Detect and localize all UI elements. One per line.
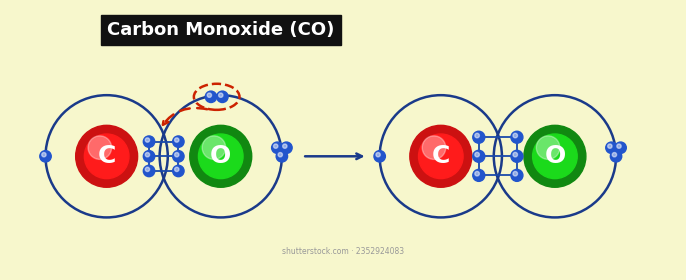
Circle shape: [513, 133, 517, 138]
Circle shape: [475, 133, 480, 138]
Circle shape: [281, 142, 292, 153]
Circle shape: [274, 144, 278, 148]
Circle shape: [88, 136, 112, 159]
Circle shape: [617, 144, 621, 148]
Circle shape: [175, 153, 179, 157]
Circle shape: [511, 169, 523, 181]
Circle shape: [173, 151, 184, 162]
Circle shape: [473, 131, 485, 143]
Circle shape: [219, 93, 223, 97]
Circle shape: [475, 152, 480, 157]
Circle shape: [513, 171, 517, 176]
Circle shape: [532, 134, 577, 179]
Text: O: O: [210, 144, 231, 168]
Circle shape: [40, 151, 51, 162]
Circle shape: [615, 142, 626, 153]
Circle shape: [190, 125, 252, 187]
Circle shape: [84, 134, 129, 179]
Circle shape: [422, 136, 446, 159]
Circle shape: [175, 167, 179, 172]
Text: Carbon Monoxide (CO): Carbon Monoxide (CO): [107, 21, 335, 39]
Circle shape: [473, 169, 485, 181]
Circle shape: [145, 138, 150, 142]
Circle shape: [198, 134, 243, 179]
Circle shape: [173, 165, 184, 177]
Circle shape: [606, 142, 617, 153]
Circle shape: [143, 165, 155, 177]
Text: O: O: [544, 144, 565, 168]
Circle shape: [376, 153, 380, 157]
Circle shape: [283, 144, 287, 148]
Circle shape: [175, 138, 179, 142]
Circle shape: [524, 125, 586, 187]
Circle shape: [536, 136, 560, 159]
Circle shape: [513, 152, 517, 157]
Text: C: C: [431, 144, 450, 168]
Circle shape: [143, 151, 155, 162]
Circle shape: [374, 151, 386, 162]
Circle shape: [202, 136, 226, 159]
Circle shape: [272, 142, 283, 153]
Circle shape: [145, 167, 150, 172]
Circle shape: [75, 125, 138, 187]
Circle shape: [145, 153, 150, 157]
Circle shape: [278, 153, 283, 157]
Circle shape: [410, 125, 472, 187]
Circle shape: [511, 150, 523, 162]
Text: C: C: [97, 144, 116, 168]
Circle shape: [418, 134, 463, 179]
Text: shutterstock.com · 2352924083: shutterstock.com · 2352924083: [282, 247, 404, 256]
Circle shape: [473, 150, 485, 162]
Circle shape: [276, 151, 287, 162]
Circle shape: [173, 136, 184, 147]
Circle shape: [205, 91, 217, 102]
Circle shape: [613, 153, 617, 157]
Circle shape: [608, 144, 612, 148]
Circle shape: [475, 171, 480, 176]
Circle shape: [217, 91, 228, 102]
Circle shape: [611, 151, 622, 162]
Circle shape: [42, 153, 46, 157]
Circle shape: [143, 136, 155, 147]
Circle shape: [207, 93, 211, 97]
Circle shape: [511, 131, 523, 143]
